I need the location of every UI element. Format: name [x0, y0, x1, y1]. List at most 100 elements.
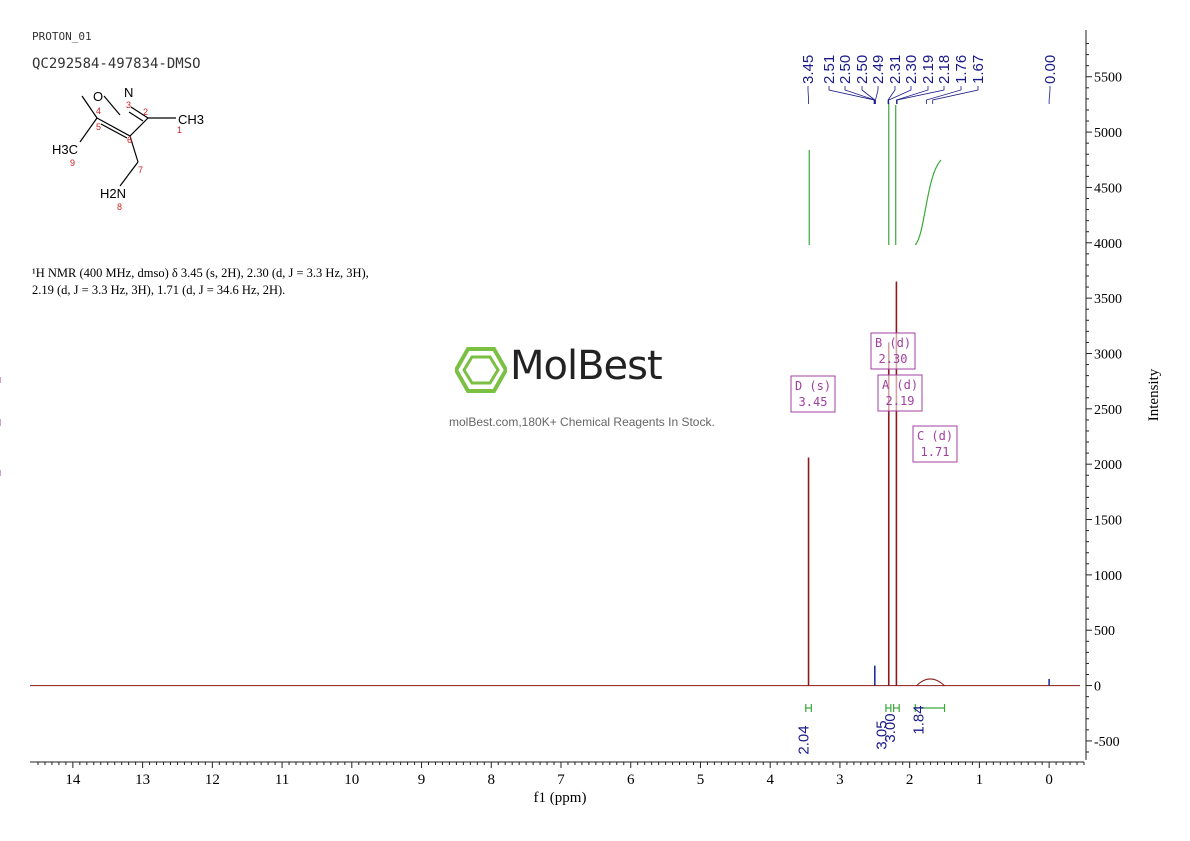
atom-number: 7: [138, 165, 143, 175]
x-tick-label: 13: [135, 772, 150, 788]
x-tick-label: 12: [205, 772, 220, 788]
bond-c5-ch3: [79, 117, 98, 143]
bond-c5-c4-double: [100, 123, 128, 139]
atom-n: N: [124, 85, 133, 100]
bond-c3-c4: [129, 117, 149, 137]
atom-h3c: H3C: [52, 142, 78, 157]
y-tick-label: 4500: [1094, 181, 1122, 196]
atom-h2n: H2N: [100, 186, 126, 201]
y-tick-label: 2500: [1094, 403, 1122, 418]
peak-label-connector: [844, 86, 876, 104]
bond-o-n: [103, 95, 121, 116]
peak-label-connector: [1048, 86, 1051, 104]
peak-label-connector: [887, 86, 896, 104]
y-tick-label: 3000: [1094, 347, 1122, 362]
peak-label-connector: [926, 86, 962, 104]
atom-number: 1: [177, 125, 182, 135]
y-tick-label: 5500: [1094, 71, 1122, 86]
integral-label: 1.84: [911, 705, 928, 734]
x-tick-label: 11: [275, 772, 289, 788]
x-tick-label: 2: [906, 772, 914, 788]
peak-label: 2.19: [920, 55, 937, 84]
bond-c5-c4: [96, 117, 131, 137]
nmr-report-line-2: 2.19 (d, J = 3.3 Hz, 3H), 1.71 (d, J = 3…: [32, 283, 286, 297]
peak-label-connector: [896, 86, 945, 104]
y-tick-label: 1500: [1094, 514, 1122, 529]
peak-label-connector: [932, 86, 979, 104]
atom-ch3: CH3: [178, 112, 204, 127]
multiplet-type: D (s): [795, 379, 831, 393]
atom-number: 4: [96, 106, 101, 116]
multiplet-shift: 1.71: [921, 445, 950, 459]
x-tick-label: 8: [488, 772, 496, 788]
y-tick-label: 5000: [1094, 126, 1122, 141]
x-tick-label: 9: [418, 772, 426, 788]
integral-curve: [914, 159, 942, 246]
bond-n-c3-double: [128, 111, 144, 122]
multiplet-shift: 2.19: [886, 394, 915, 408]
atom-number: 6: [127, 135, 132, 145]
x-tick-label: 6: [627, 772, 635, 788]
x-tick-label: 14: [65, 772, 81, 788]
multiplet-box: [912, 425, 958, 463]
watermark-tagline: molBest.com,180K+ Chemical Reagents In S…: [449, 415, 715, 429]
atom-o: O: [93, 89, 103, 104]
x-tick-label: 10: [344, 772, 359, 788]
peak-label: 2.50: [837, 55, 854, 84]
multiplet-box: [790, 375, 836, 413]
x-axis-label: f1 (ppm): [534, 790, 587, 806]
peak-label: 3.45: [800, 55, 817, 84]
nmr-report-line-1: ¹H NMR (400 MHz, dmso) δ 3.45 (s, 2H), 2…: [32, 266, 369, 280]
x-tick-label: 5: [697, 772, 705, 788]
multiplet-shift: 3.45: [799, 395, 828, 409]
x-tick-label: 4: [766, 772, 774, 788]
integral-label: 3.00: [882, 713, 899, 742]
atom-number: 9: [70, 158, 75, 168]
peak-label: 0.00: [1042, 55, 1059, 84]
y-tick-label: 0: [1094, 680, 1101, 695]
atom-number: 5: [96, 122, 101, 132]
y-tick-label: 500: [1094, 624, 1115, 639]
bond-c4-ch2: [129, 135, 139, 163]
multiplet-type: C (d): [917, 429, 953, 443]
peak-label: 1.67: [970, 55, 987, 84]
multiplet-box: [870, 332, 916, 370]
multiplet-box: [877, 374, 923, 412]
y-axis-label: Intensity: [1146, 368, 1162, 421]
integral-label: 2.04: [796, 725, 813, 754]
bond-n-c3: [130, 106, 149, 119]
atom-number: 2: [143, 107, 148, 117]
atom-number: 8: [117, 202, 122, 212]
y-tick-label: 3500: [1094, 292, 1122, 307]
x-tick-label: 7: [557, 772, 565, 788]
multiplet-shift: 2.30: [879, 352, 908, 366]
atom-number: 3: [126, 100, 131, 110]
y-tick-label: 1000: [1094, 569, 1122, 584]
peak-label: 2.50: [854, 55, 871, 84]
peak-label: 2.31: [887, 55, 904, 84]
peak-label: 2.51: [821, 55, 838, 84]
x-tick-label: 0: [1045, 772, 1053, 788]
multiplet-type: B (d): [875, 336, 911, 350]
peak-label-connector: [828, 86, 875, 104]
peak-label-connector: [896, 86, 929, 104]
peak-label: 2.30: [903, 55, 920, 84]
multiplet-type: A (d): [882, 378, 918, 392]
x-tick-label: 1: [976, 772, 984, 788]
y-tick-label: 4000: [1094, 237, 1122, 252]
spectrum-peak: [916, 678, 945, 686]
y-tick-label: 2000: [1094, 458, 1122, 473]
molbest-logo-icon: [453, 347, 509, 393]
experiment-name: PROTON_01: [32, 30, 92, 43]
peak-label-connector: [861, 86, 876, 104]
integral-label: 3.05: [874, 720, 891, 749]
x-tick-label: 3: [836, 772, 844, 788]
peak-label: 2.49: [870, 55, 887, 84]
sample-id: QC292584-497834-DMSO: [32, 56, 201, 72]
peak-label-connector: [875, 86, 879, 104]
peak-label-connector: [888, 86, 912, 104]
bond-o-c5: [81, 95, 98, 119]
peak-label-connector: [807, 86, 809, 104]
